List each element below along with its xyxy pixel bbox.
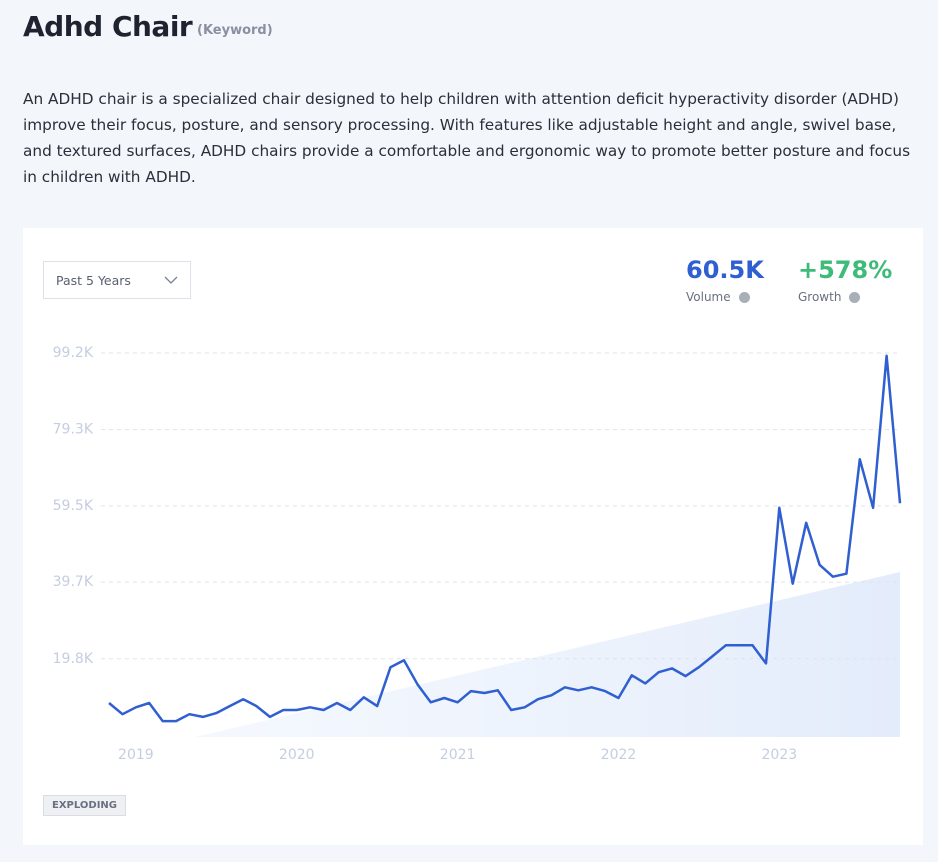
chevron [164, 276, 178, 284]
help-icon[interactable] [849, 291, 861, 303]
volume-stat: 60.5K Volume [686, 256, 764, 304]
growth-stat: +578% Growth [798, 256, 892, 304]
range-dropdown[interactable]: Past 5 Years [43, 261, 191, 299]
trend-area [195, 572, 900, 737]
data-line [108, 354, 902, 723]
x-tick-label: 2019 [118, 747, 154, 763]
y-tick-label: 59.5K [53, 498, 94, 514]
x-tick-label: 2022 [601, 747, 637, 763]
y-tick-label: 99.2K [53, 345, 94, 361]
stat-value: 60.5K [686, 256, 764, 284]
x-tick-label: 2021 [440, 747, 476, 763]
x-tick-label: 2020 [279, 747, 315, 763]
y-tick-label: 39.7K [53, 574, 94, 590]
stat-value: +578% [798, 256, 893, 284]
description: An ADHD chair is a specialized chair des… [23, 90, 911, 186]
keyword-title: Adhd Chair [23, 10, 193, 43]
stat-label: Volume [686, 290, 731, 304]
chart: 19.8K 39.7K 59.5K 79.3K 99.2K 2019 2020 2021 202… [53, 345, 902, 763]
y-tick-label: 19.8K [53, 651, 94, 667]
range-label: Past 5 Years [56, 273, 131, 288]
keyword-tag: (Keyword) [197, 23, 273, 38]
y-tick-label: 79.3K [53, 422, 94, 438]
chart-card: 19.8K 39.7K 59.5K 79.3K 99.2K 2019 2020 2021 202… [23, 228, 923, 845]
status-badge: EXPLODING [43, 795, 126, 816]
stat-label: Growth [798, 290, 842, 304]
x-tick-label: 2023 [762, 747, 798, 763]
help-icon[interactable] [738, 291, 750, 303]
